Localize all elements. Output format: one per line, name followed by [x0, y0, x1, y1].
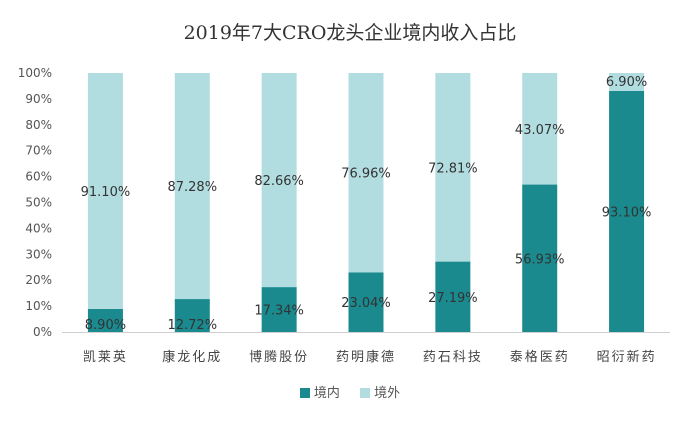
bar-overseas [609, 73, 645, 91]
data-label: 93.10% [602, 205, 652, 220]
y-tick-label: 40% [25, 221, 52, 235]
bar-domestic [522, 184, 558, 332]
x-tick-label: 药明康德 [336, 349, 396, 365]
x-tick-label: 泰格医药 [510, 349, 570, 365]
bar-overseas [522, 73, 558, 185]
legend-item-domestic: 境内 [299, 382, 340, 401]
data-label: 72.81% [428, 161, 478, 176]
y-tick-label: 20% [25, 273, 52, 287]
data-label: 23.04% [341, 296, 391, 311]
legend: 境内 境外 [0, 382, 700, 401]
data-label: 43.07% [515, 123, 565, 138]
legend-swatch-domestic [299, 388, 310, 398]
data-label: 17.34% [254, 304, 304, 319]
data-label: 56.93% [515, 252, 565, 267]
data-label: 6.90% [606, 75, 647, 90]
data-label: 8.90% [85, 318, 126, 333]
bar-domestic [174, 299, 210, 332]
y-tick-label: 0% [33, 325, 52, 339]
y-tick-label: 70% [25, 144, 52, 158]
bar-overseas [87, 73, 123, 309]
bar-overseas [174, 73, 210, 300]
bar-domestic [609, 90, 645, 332]
bar-overseas [261, 73, 297, 288]
y-tick-label: 80% [25, 118, 52, 132]
x-tick-label: 博腾股份 [249, 349, 309, 365]
legend-swatch-overseas [360, 388, 371, 398]
legend-label: 境外 [374, 386, 401, 401]
y-tick-label: 90% [25, 92, 52, 106]
x-tick-label: 凯莱英 [83, 350, 128, 365]
data-label: 12.72% [167, 318, 217, 333]
bar-overseas [348, 73, 384, 273]
bar-domestic [87, 308, 123, 332]
x-tick-label: 康龙化成 [162, 349, 222, 365]
y-tick-label: 60% [25, 170, 52, 184]
chart-title: 2019年7大CRO龙头企业境内收入占比 [183, 22, 517, 44]
data-label: 82.66% [254, 174, 304, 189]
y-tick-label: 30% [25, 247, 52, 261]
legend-item-overseas: 境外 [360, 382, 400, 401]
data-label: 76.96% [341, 167, 391, 182]
x-tick-label: 昭衍新药 [597, 349, 657, 365]
data-label: 87.28% [167, 180, 217, 195]
bar-overseas [435, 73, 471, 262]
y-tick-label: 10% [25, 299, 52, 313]
legend-label: 境内 [313, 386, 340, 401]
data-label: 91.10% [81, 185, 131, 200]
bar-domestic [348, 272, 384, 332]
y-tick-label: 100% [18, 66, 52, 80]
bar-domestic [435, 261, 471, 332]
y-tick-label: 50% [25, 196, 52, 210]
bar-domestic [261, 287, 297, 332]
x-tick-label: 药石科技 [423, 350, 483, 365]
data-label: 27.19% [428, 291, 478, 306]
